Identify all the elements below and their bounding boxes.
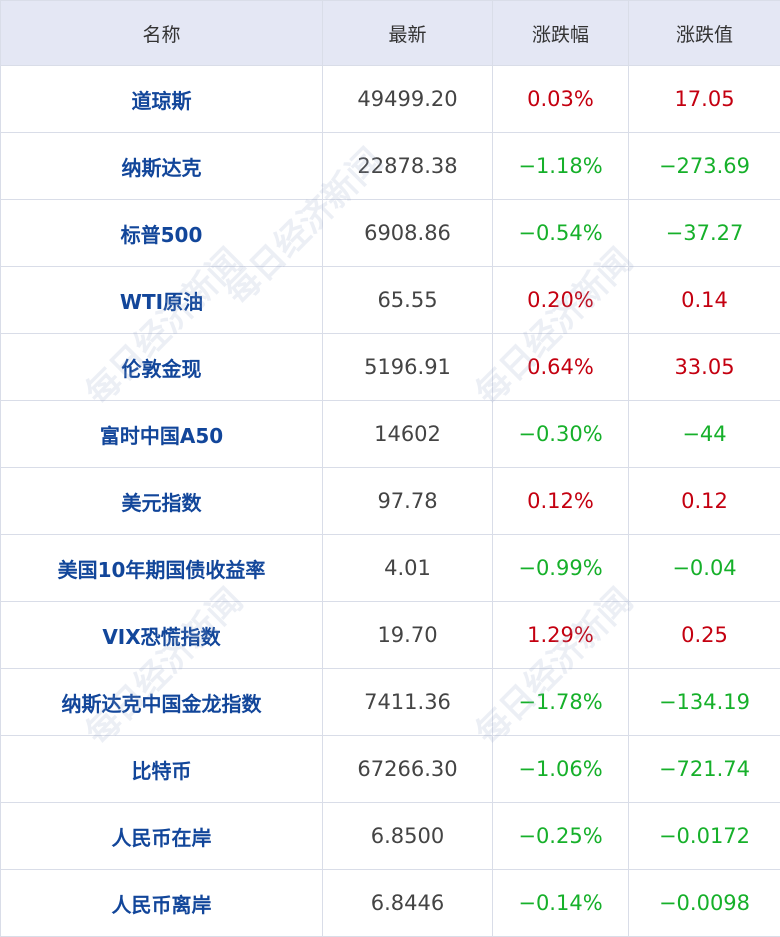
cell-value: 6.8500 bbox=[323, 803, 493, 870]
cell-value: 6908.86 bbox=[323, 200, 493, 267]
instrument-name: 人民币在岸 bbox=[1, 803, 323, 870]
cell-value: 49499.20 bbox=[323, 66, 493, 133]
cell-value: −1.78% bbox=[493, 669, 629, 736]
column-header: 最新 bbox=[323, 1, 493, 66]
cell-value: −0.54% bbox=[493, 200, 629, 267]
cell-value: −134.19 bbox=[629, 669, 780, 736]
instrument-name: 道琼斯 bbox=[1, 66, 323, 133]
cell-value: 0.64% bbox=[493, 334, 629, 401]
column-header: 名称 bbox=[1, 1, 323, 66]
cell-value: 22878.38 bbox=[323, 133, 493, 200]
column-header: 涨跌值 bbox=[629, 1, 780, 66]
instrument-name: VIX恐慌指数 bbox=[1, 602, 323, 669]
cell-value: 14602 bbox=[323, 401, 493, 468]
instrument-name: 纳斯达克中国金龙指数 bbox=[1, 669, 323, 736]
cell-value: 17.05 bbox=[629, 66, 780, 133]
cell-value: 0.03% bbox=[493, 66, 629, 133]
instrument-name: 美元指数 bbox=[1, 468, 323, 535]
cell-value: −721.74 bbox=[629, 736, 780, 803]
cell-value: 65.55 bbox=[323, 267, 493, 334]
cell-value: −0.0172 bbox=[629, 803, 780, 870]
cell-value: 0.25 bbox=[629, 602, 780, 669]
cell-value: 5196.91 bbox=[323, 334, 493, 401]
cell-value: −0.04 bbox=[629, 535, 780, 602]
cell-value: −0.25% bbox=[493, 803, 629, 870]
cell-value: −273.69 bbox=[629, 133, 780, 200]
cell-value: −0.14% bbox=[493, 870, 629, 937]
column-header: 涨跌幅 bbox=[493, 1, 629, 66]
cell-value: 67266.30 bbox=[323, 736, 493, 803]
instrument-name: 比特币 bbox=[1, 736, 323, 803]
cell-value: 6.8446 bbox=[323, 870, 493, 937]
instrument-name: 人民币离岸 bbox=[1, 870, 323, 937]
cell-value: −44 bbox=[629, 401, 780, 468]
instrument-name: 伦敦金现 bbox=[1, 334, 323, 401]
instrument-name: 标普500 bbox=[1, 200, 323, 267]
cell-value: 97.78 bbox=[323, 468, 493, 535]
cell-value: 1.29% bbox=[493, 602, 629, 669]
cell-value: 0.20% bbox=[493, 267, 629, 334]
cell-value: 0.14 bbox=[629, 267, 780, 334]
instrument-name: 富时中国A50 bbox=[1, 401, 323, 468]
cell-value: −1.06% bbox=[493, 736, 629, 803]
instrument-name: 纳斯达克 bbox=[1, 133, 323, 200]
instrument-name: WTI原油 bbox=[1, 267, 323, 334]
cell-value: 33.05 bbox=[629, 334, 780, 401]
cell-value: −1.18% bbox=[493, 133, 629, 200]
header-row: 名称最新涨跌幅涨跌值 bbox=[1, 1, 780, 66]
cell-value: 0.12% bbox=[493, 468, 629, 535]
cell-value: −0.30% bbox=[493, 401, 629, 468]
cell-value: 19.70 bbox=[323, 602, 493, 669]
cell-value: −0.99% bbox=[493, 535, 629, 602]
cell-value: 4.01 bbox=[323, 535, 493, 602]
cell-value: −37.27 bbox=[629, 200, 780, 267]
cell-value: −0.0098 bbox=[629, 870, 780, 937]
cell-value: 7411.36 bbox=[323, 669, 493, 736]
cell-value: 0.12 bbox=[629, 468, 780, 535]
instrument-name: 美国10年期国债收益率 bbox=[1, 535, 323, 602]
